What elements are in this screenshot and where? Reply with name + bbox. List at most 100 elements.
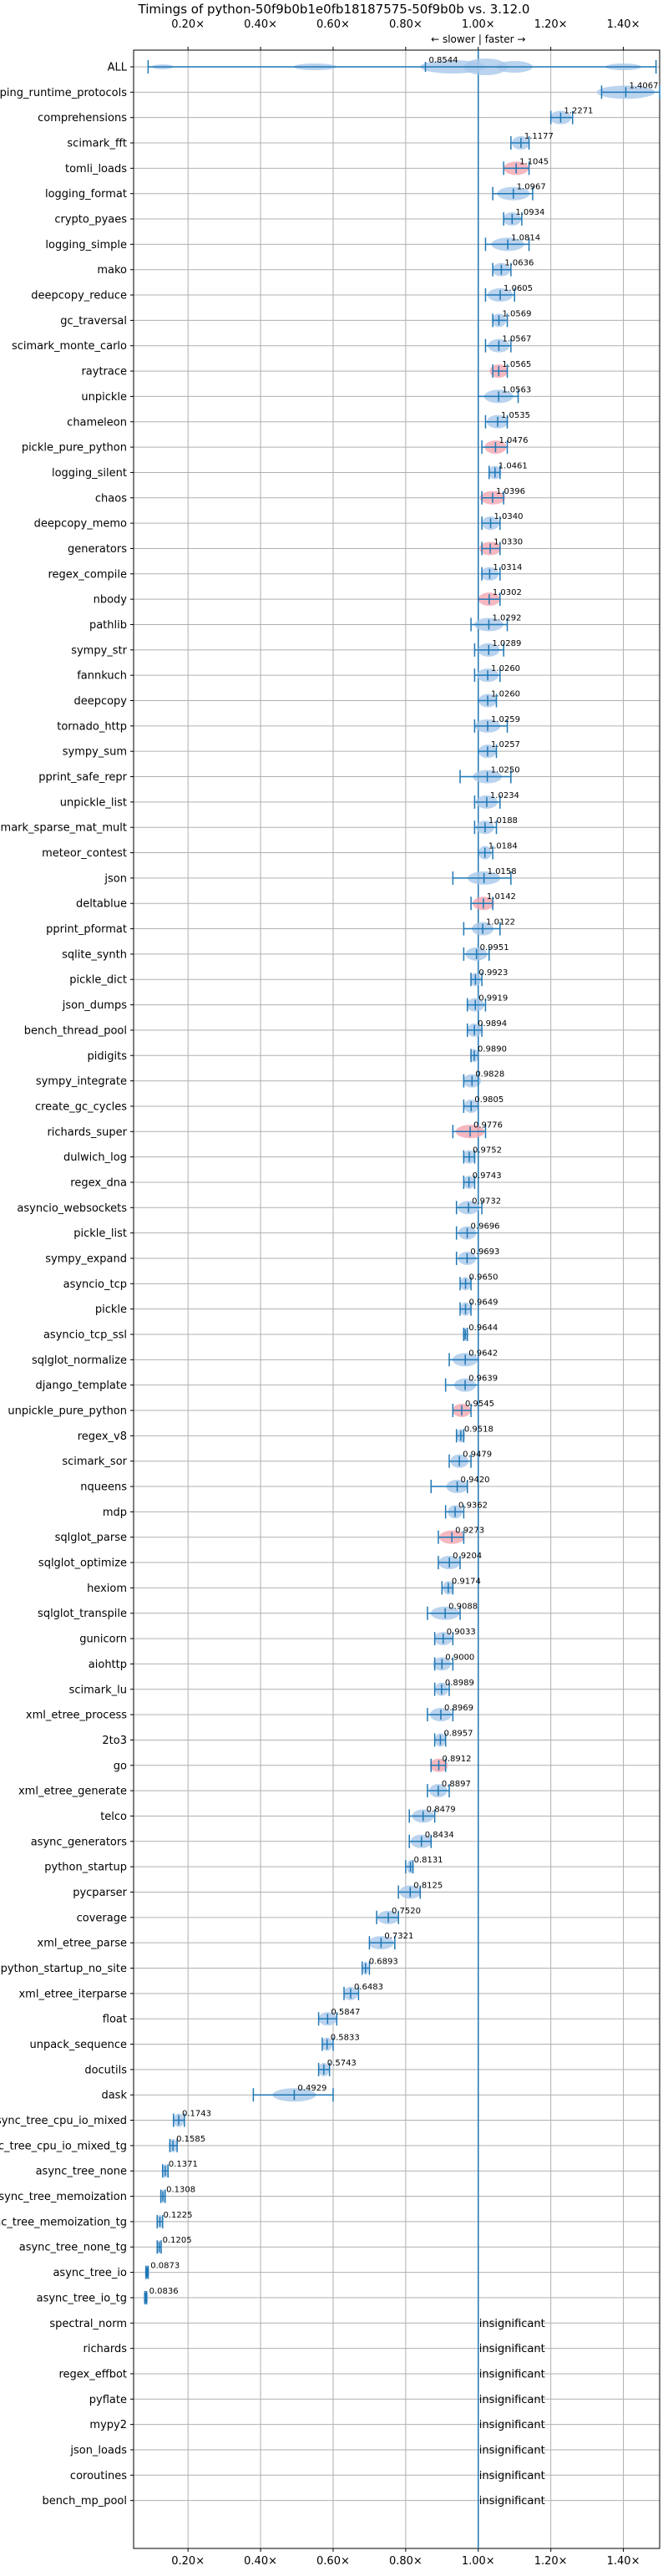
value-label: 1.1177 — [524, 132, 554, 141]
value-label: 0.9033 — [447, 1628, 476, 1637]
benchmark-label: crypto_pyaes — [54, 214, 127, 226]
value-label: 0.9644 — [468, 1324, 498, 1333]
value-label: 0.1205 — [163, 2236, 192, 2245]
value-label: 1.0158 — [488, 867, 517, 876]
value-label: 0.6483 — [354, 1983, 383, 1992]
benchmark-label: 2to3 — [102, 1735, 127, 1747]
value-label: 0.1308 — [166, 2186, 195, 2195]
value-label: 0.9696 — [471, 1222, 500, 1232]
benchmark-label: fannkuch — [77, 670, 127, 683]
value-label: 1.0636 — [504, 259, 534, 268]
benchmark-label: meteor_contest — [42, 847, 127, 860]
benchmark-label: asyncio_websockets — [17, 1202, 127, 1215]
value-label: 0.8897 — [442, 1780, 471, 1789]
value-label: 1.0814 — [511, 233, 540, 242]
x-tick-label-top: 0.80× — [389, 18, 423, 31]
benchmark-label: async_tree_cpu_io_mixed — [0, 2115, 127, 2127]
benchmark-label: pycparser — [73, 1887, 127, 1899]
benchmark-label: chaos — [95, 492, 127, 505]
benchmark-label: deepcopy — [73, 695, 127, 708]
value-label: 1.0967 — [517, 183, 546, 192]
value-label: 1.2271 — [564, 107, 593, 116]
value-label: 1.0289 — [492, 639, 521, 648]
benchmark-label: deepcopy_memo — [34, 518, 127, 531]
value-label: 0.9000 — [445, 1653, 474, 1662]
benchmark-label: scimark_fft — [67, 138, 127, 150]
benchmark-label: logging_format — [45, 188, 127, 201]
benchmark-label: async_tree_io — [53, 2267, 127, 2279]
chart-title: Timings of python-50f9b0b1e0fb18187575-5… — [138, 2, 530, 17]
value-label: 1.0396 — [496, 487, 525, 496]
x-tick-label-bottom: 0.60× — [316, 2555, 350, 2568]
value-label: 0.9420 — [461, 1476, 490, 1485]
benchmark-label: dask — [101, 2090, 127, 2102]
value-label: 1.0934 — [515, 208, 544, 217]
value-label: 0.9545 — [465, 1400, 494, 1409]
benchmark-label: sqlglot_optimize — [38, 1557, 127, 1570]
value-label: 0.9650 — [469, 1273, 498, 1282]
insignificant-label: insignificant — [479, 2419, 545, 2431]
x-tick-label-bottom: 1.00× — [462, 2555, 495, 2568]
value-label: 0.8131 — [414, 1856, 443, 1865]
benchmark-label: unpickle_pure_python — [8, 1405, 127, 1418]
value-label: 0.1371 — [169, 2160, 198, 2169]
benchmark-label: json_dumps — [62, 999, 127, 1012]
benchmark-label: docutils — [84, 2064, 127, 2076]
value-label: 1.0314 — [493, 563, 522, 572]
benchmark-label: richards_super — [47, 1126, 127, 1139]
value-label: 1.0188 — [488, 816, 518, 826]
benchmark-label: xml_etree_process — [26, 1710, 127, 1722]
benchmark-label: pprint_pformat — [46, 923, 127, 936]
x-tick-label-top: 0.40× — [244, 18, 277, 31]
benchmark-label: pickle_list — [73, 1227, 127, 1240]
value-label: 0.9088 — [448, 1603, 478, 1612]
benchmark-label: mako — [97, 264, 127, 277]
value-label: 0.9693 — [470, 1247, 499, 1257]
benchmark-label: pyflate — [89, 2394, 127, 2406]
value-label: 0.5833 — [331, 2034, 360, 2043]
value-label: 0.9923 — [478, 968, 508, 978]
value-label: 1.1045 — [519, 157, 549, 166]
benchmark-label: regex_dna — [70, 1176, 127, 1189]
value-label: 1.4067 — [629, 81, 658, 90]
benchmark-label: chameleon — [67, 416, 127, 429]
benchmark-label: async_tree_memoization — [0, 2191, 127, 2203]
x-tick-label-top: 1.00× — [462, 18, 495, 31]
value-label: 1.0260 — [491, 690, 520, 699]
value-label: 0.9890 — [478, 1044, 507, 1054]
benchmark-label: richards — [84, 2343, 128, 2355]
benchmark-label: comprehensions — [38, 112, 127, 124]
value-label: 0.1225 — [164, 2211, 193, 2220]
x-tick-label-bottom: 0.40× — [244, 2555, 277, 2568]
value-label: 0.1585 — [176, 2135, 205, 2144]
x-tick-label-top: 0.60× — [316, 18, 350, 31]
value-label: 0.9805 — [474, 1095, 504, 1105]
benchmark-label: telco — [100, 1811, 127, 1823]
value-label: 0.9642 — [468, 1349, 498, 1358]
benchmark-label: async_tree_none_tg — [19, 2242, 127, 2254]
benchmark-label: sympy_integrate — [36, 1075, 127, 1088]
insignificant-label: insignificant — [479, 2470, 545, 2482]
benchmark-label: pprint_safe_repr — [38, 771, 127, 784]
benchmark-label: bench_mp_pool — [42, 2495, 127, 2507]
value-label: 0.9752 — [473, 1146, 502, 1156]
insignificant-label: insignificant — [479, 2368, 545, 2380]
value-label: 1.0259 — [491, 715, 520, 724]
value-label: 0.9649 — [469, 1298, 498, 1308]
benchmark-label: coverage — [77, 1912, 127, 1924]
benchmark-label: unpickle_list — [60, 796, 127, 809]
value-label: 0.5847 — [331, 2008, 360, 2017]
value-label: 0.5743 — [327, 2059, 357, 2068]
value-label: 0.9951 — [480, 943, 509, 953]
value-label: 0.9479 — [463, 1451, 492, 1460]
value-label: 0.7321 — [384, 1932, 413, 1941]
benchmark-label: async_generators — [31, 1836, 128, 1848]
value-label: 0.9273 — [455, 1527, 484, 1536]
benchmark-label: async_tree_none — [36, 2166, 127, 2178]
benchmark-label: scimark_sor — [62, 1456, 127, 1468]
value-label: 0.9828 — [475, 1070, 504, 1080]
benchmark-label: gc_traversal — [60, 315, 127, 328]
value-label: 0.1743 — [182, 2110, 211, 2119]
value-label: 0.7520 — [392, 1907, 421, 1916]
